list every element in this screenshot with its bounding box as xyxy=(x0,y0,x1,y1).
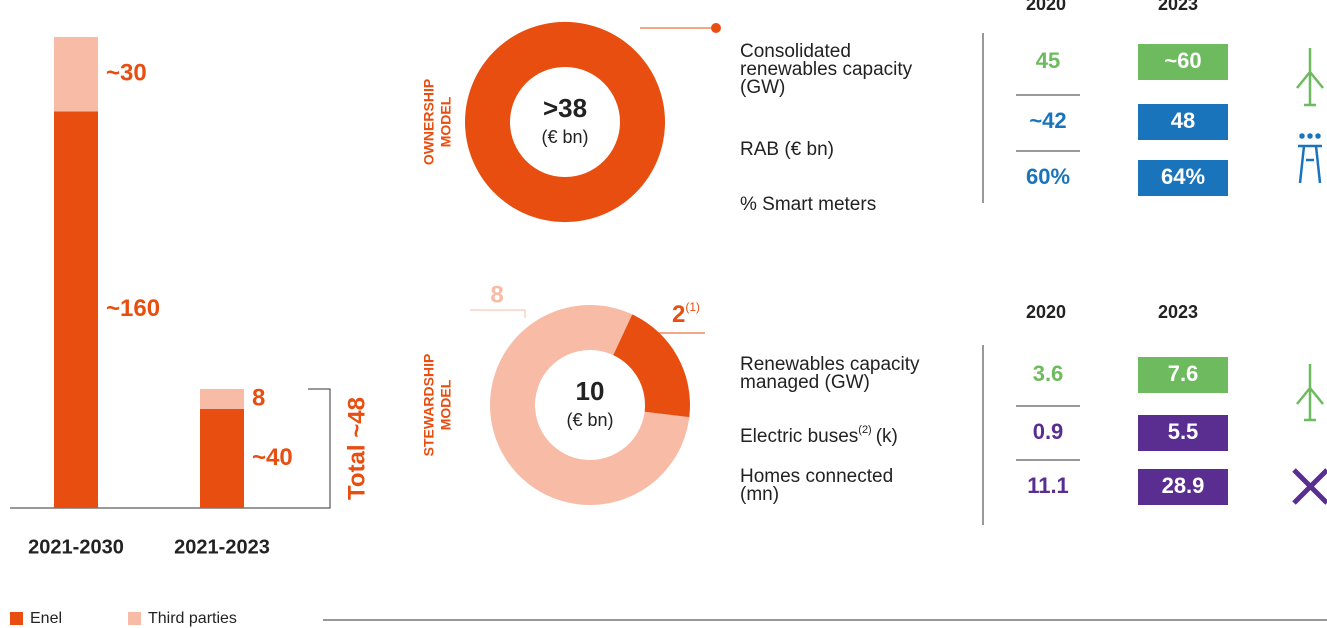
legend-label: Enel xyxy=(30,610,62,627)
legend-label: Third parties xyxy=(148,610,237,627)
donut-segment xyxy=(489,305,690,505)
kpi-value-2023: 48 xyxy=(1171,108,1195,133)
row-unit: (k) xyxy=(876,426,898,447)
model-title: STEWARDSHIP xyxy=(421,354,437,457)
row-label-text: Homes connected xyxy=(740,466,893,487)
row-label-text: Electric buses xyxy=(740,426,858,447)
row-label-text: RAB (€ bn) xyxy=(740,139,834,160)
kpi-box xyxy=(1138,357,1228,393)
row-label: (GW) xyxy=(740,77,785,98)
total-bracket xyxy=(308,388,331,509)
donut-center: 10 xyxy=(576,376,605,406)
kpi-value-2023: 28.9 xyxy=(1162,473,1205,498)
bar-segment xyxy=(54,111,98,509)
kpi-box xyxy=(1138,469,1228,505)
total-annotation: Total ~48 xyxy=(343,397,370,500)
value-label: 8 xyxy=(252,384,265,411)
row-label: Homes connected xyxy=(740,466,893,487)
kpi-value-2020: 3.6 xyxy=(1033,361,1064,386)
model-title: OWNERSHIP xyxy=(421,79,437,165)
kpi-value-2020: 45 xyxy=(1036,48,1060,73)
kpi-value-2023: 5.5 xyxy=(1168,419,1199,444)
row-label: Renewables capacity xyxy=(740,354,920,375)
row-label: Consolidated xyxy=(740,41,851,62)
row-label: managed (GW) xyxy=(740,372,870,393)
legend-swatch xyxy=(128,612,141,625)
category-label: 2021-2030 xyxy=(28,536,124,558)
row-label-text: Consolidated xyxy=(740,41,851,62)
bar-segment xyxy=(200,408,244,508)
footnote: (2) xyxy=(858,424,871,436)
donut-unit: (€ bn) xyxy=(541,127,588,147)
row-label-text: Renewables capacity xyxy=(740,354,920,375)
kpi-value-2020: 0.9 xyxy=(1033,419,1064,444)
row-label: % Smart meters xyxy=(740,194,876,215)
row-label-text: % Smart meters xyxy=(740,194,876,215)
ebus-icon xyxy=(1292,468,1327,505)
kpi-box xyxy=(1138,104,1228,140)
leader-dot xyxy=(711,23,721,33)
kpi-value-2020: ~42 xyxy=(1029,108,1066,133)
model-title: MODEL xyxy=(438,379,454,430)
column-header: 2023 xyxy=(1158,302,1198,322)
column-header: 2020 xyxy=(1026,302,1066,322)
row-label: renewables capacity xyxy=(740,59,913,80)
leader-line xyxy=(470,309,526,318)
kpi-box xyxy=(1138,415,1228,451)
donut-segment xyxy=(464,21,666,223)
category-label: 2021-2023 xyxy=(174,536,270,558)
kpi-box xyxy=(1138,160,1228,196)
row-label-text: managed (GW) xyxy=(740,372,870,393)
row-label: RAB (€ bn) xyxy=(740,139,834,160)
row-label: (mn) xyxy=(740,484,779,505)
value-label: ~160 xyxy=(106,295,160,322)
donut-center: >38 xyxy=(543,93,587,123)
segment-label: 8 xyxy=(490,281,503,308)
donut-unit: (€ bn) xyxy=(566,410,613,430)
bar-segment xyxy=(200,389,244,409)
legend-swatch xyxy=(10,612,23,625)
column-header: 2023 xyxy=(1158,0,1198,14)
bar-segment xyxy=(54,37,98,112)
row-label: Electric buses(2) (k) xyxy=(740,424,898,447)
model-title: MODEL xyxy=(438,96,454,147)
wind-icon xyxy=(1296,48,1324,107)
value-label: ~30 xyxy=(106,60,147,87)
value-label: ~40 xyxy=(252,444,293,471)
kpi-value-2023: 64% xyxy=(1161,164,1205,189)
column-header: 2020 xyxy=(1026,0,1066,14)
row-label-text: (GW) xyxy=(740,77,785,98)
wind-icon xyxy=(1296,364,1324,422)
segment-value: 2 xyxy=(672,301,685,328)
kpi-value-2023: 7.6 xyxy=(1168,361,1199,386)
footnote: (1) xyxy=(685,300,700,314)
row-label-text: (mn) xyxy=(740,484,779,505)
pylon-icon xyxy=(1298,133,1322,184)
kpi-value-2020: 60% xyxy=(1026,164,1070,189)
row-label-text: renewables capacity xyxy=(740,59,913,80)
kpi-box xyxy=(1138,44,1228,80)
kpi-value-2020: 11.1 xyxy=(1027,473,1069,498)
segment-label: 2(1) xyxy=(672,300,700,328)
kpi-value-2023: ~60 xyxy=(1164,48,1201,73)
donut-segment xyxy=(613,314,691,418)
leader-line xyxy=(657,332,705,360)
